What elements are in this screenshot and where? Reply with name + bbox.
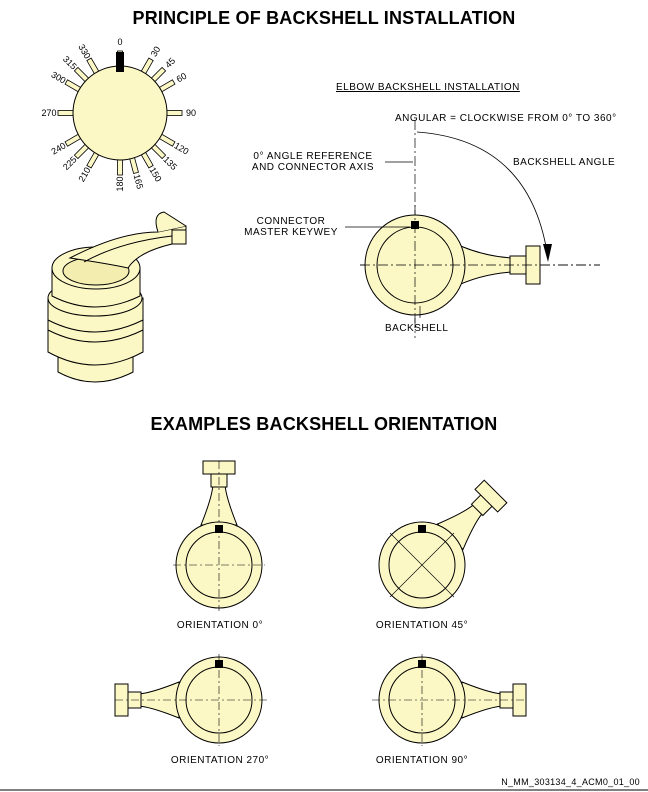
dial-label: 90 xyxy=(186,108,196,118)
dial-label: 240 xyxy=(50,140,68,156)
orientation-45-label: ORIENTATION 45° xyxy=(375,620,469,631)
dial-label: 120 xyxy=(172,140,190,156)
main-title: PRINCIPLE OF BACKSHELL INSTALLATION xyxy=(132,8,516,28)
orientation-90-label: ORIENTATION 90° xyxy=(375,755,469,766)
dial-label: 60 xyxy=(175,71,189,85)
keyway-label-line2: MASTER KEYWEY xyxy=(244,227,338,238)
orientation-45-view xyxy=(378,479,508,609)
dial-label: 30 xyxy=(149,45,163,59)
orientation-0-label: ORIENTATION 0° xyxy=(176,620,264,631)
orientation-0-view xyxy=(173,460,265,611)
angular-note: ANGULAR = CLOCKWISE FROM 0° TO 360° xyxy=(395,113,617,124)
backshell-3d-illustration xyxy=(47,211,187,383)
dial-label: 165 xyxy=(132,173,146,190)
orientation-90-view xyxy=(372,654,527,746)
reference-code: N_MM_303134_4_ACM0_01_00 xyxy=(501,777,640,787)
backshell-angle-label: BACKSHELL ANGLE xyxy=(513,157,616,168)
dial-ticks xyxy=(57,50,183,176)
dial-label: 150 xyxy=(147,165,163,183)
dial-labels: 0304560901201351501651802102252402703003… xyxy=(41,37,196,192)
dial-label: 45 xyxy=(163,56,177,70)
dial-label: 330 xyxy=(76,43,92,61)
dial-label: 180 xyxy=(115,176,125,191)
orientation-270-label: ORIENTATION 270° xyxy=(170,755,270,766)
elbow-installation-view xyxy=(345,120,600,338)
angle-dial: 0304560901201351501651802102252402703003… xyxy=(41,37,196,192)
dial-label: 0 xyxy=(117,37,122,47)
master-keyway-mark xyxy=(411,221,419,229)
dial-label: 270 xyxy=(41,108,56,118)
dial-label: 300 xyxy=(50,69,68,85)
dial-zero-marker xyxy=(116,52,124,72)
keyway-label-line1: CONNECTOR xyxy=(256,216,326,227)
examples-title: EXAMPLES BACKSHELL ORIENTATION xyxy=(150,414,498,434)
dial-label: 210 xyxy=(76,165,92,183)
backshell-label: BACKSHELL xyxy=(385,323,449,334)
reference-label-line1: 0° ANGLE REFERENCE xyxy=(253,151,373,162)
reference-label-line2: AND CONNECTOR AXIS xyxy=(251,162,375,173)
elbow-subtitle: ELBOW BACKSHELL INSTALLATION xyxy=(336,82,520,93)
orientation-270-view xyxy=(114,654,269,746)
